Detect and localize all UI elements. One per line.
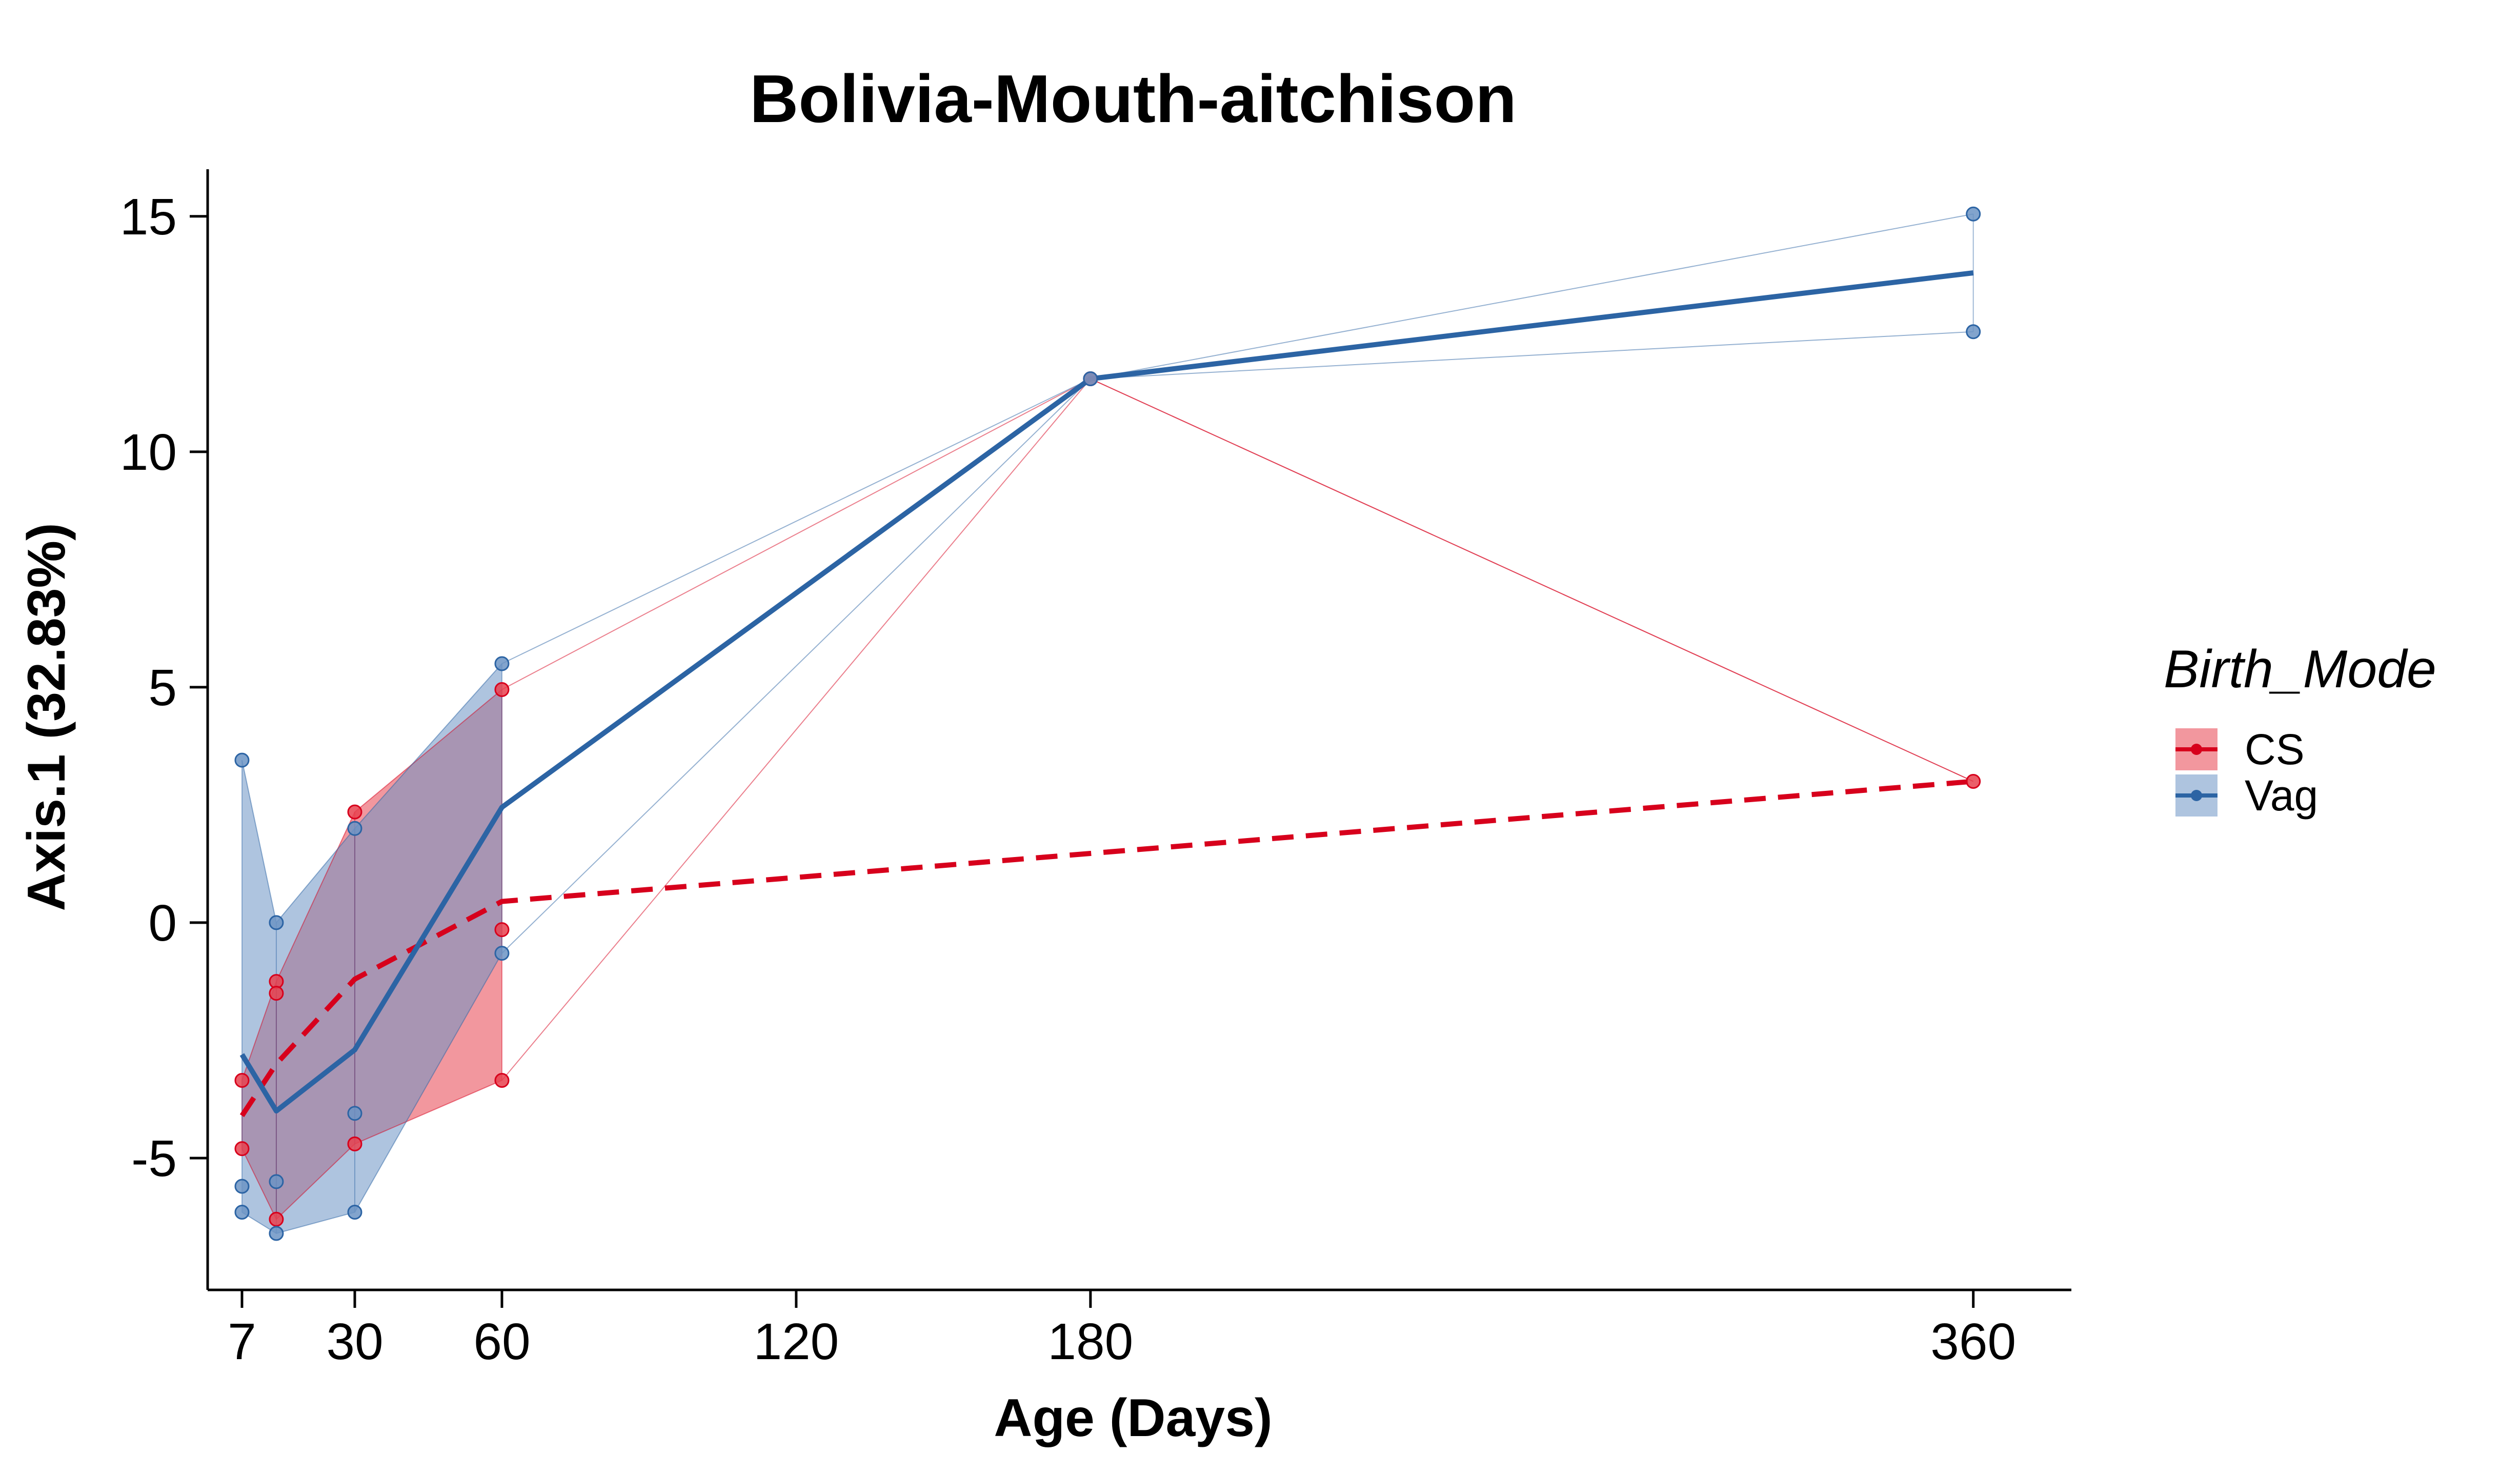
legend-title: Birth_Mode <box>2164 640 2436 699</box>
data-point-vag <box>269 1226 284 1241</box>
data-point-vag <box>347 1106 362 1121</box>
legend-point-vag <box>2191 790 2202 801</box>
data-point-cs <box>269 1211 284 1227</box>
data-point-vag <box>234 1179 250 1194</box>
legend-item-cs: CS <box>2175 725 2305 773</box>
chart-title: Bolivia-Mouth-aitchison <box>750 61 1517 136</box>
legend-item-vag: Vag <box>2175 771 2318 820</box>
x-tick-label: 30 <box>326 1313 383 1370</box>
data-point-vag <box>494 656 510 671</box>
ribbon-vag <box>241 663 502 1233</box>
data-point-cs <box>494 1072 510 1088</box>
data-point-cs <box>234 1141 250 1157</box>
legend-label-cs: CS <box>2245 725 2305 773</box>
y-tick-label: 5 <box>148 659 177 716</box>
x-tick-label: 120 <box>753 1313 839 1370</box>
sample-points <box>234 206 1981 1241</box>
data-point-vag <box>494 946 510 961</box>
legend-point-cs <box>2191 744 2202 755</box>
data-point-vag <box>347 1205 362 1220</box>
data-point-cs <box>347 1136 362 1151</box>
trajectory-lower-cs <box>241 378 1974 1220</box>
data-point-vag <box>1966 324 1981 340</box>
data-point-cs <box>494 922 510 938</box>
y-tick-label: 10 <box>120 424 177 481</box>
data-point-cs <box>347 804 362 820</box>
data-point-vag <box>1083 371 1098 387</box>
data-point-vag <box>234 1205 250 1220</box>
trajectory-upper-vag <box>241 213 1973 924</box>
data-point-vag <box>347 821 362 836</box>
axes: 7 30 60 120 180 360 -5 0 5 10 15 <box>120 169 2071 1370</box>
y-tick-label: 0 <box>148 894 177 952</box>
data-point-cs <box>494 682 510 697</box>
y-axis-title: Axis.1 (32.83%) <box>17 523 76 911</box>
mean-lines <box>239 270 1974 1118</box>
data-point-vag <box>234 752 250 768</box>
y-tick-label: -5 <box>131 1130 177 1187</box>
x-tick-label: 360 <box>1930 1313 2016 1370</box>
plot-area <box>234 206 1981 1241</box>
data-point-vag <box>269 915 284 930</box>
ribbons <box>241 663 502 1233</box>
data-point-cs <box>234 1072 250 1088</box>
x-tick-label: 7 <box>228 1313 256 1370</box>
data-point-vag <box>269 1174 284 1189</box>
data-point-cs <box>1966 773 1981 789</box>
x-axis-title: Age (Days) <box>994 1388 1272 1448</box>
data-point-cs <box>269 986 284 1001</box>
mean-line-cs <box>239 779 1974 1118</box>
legend-label-vag: Vag <box>2245 771 2318 820</box>
x-tick-label: 60 <box>473 1313 530 1370</box>
y-axis-ticks: -5 0 5 10 15 <box>120 188 208 1187</box>
data-point-vag <box>1966 206 1981 222</box>
mean-line-vag <box>239 270 1974 1114</box>
x-tick-label: 180 <box>1047 1313 1133 1370</box>
x-axis-ticks: 7 30 60 120 180 360 <box>228 1290 2016 1370</box>
y-tick-label: 15 <box>120 188 177 246</box>
